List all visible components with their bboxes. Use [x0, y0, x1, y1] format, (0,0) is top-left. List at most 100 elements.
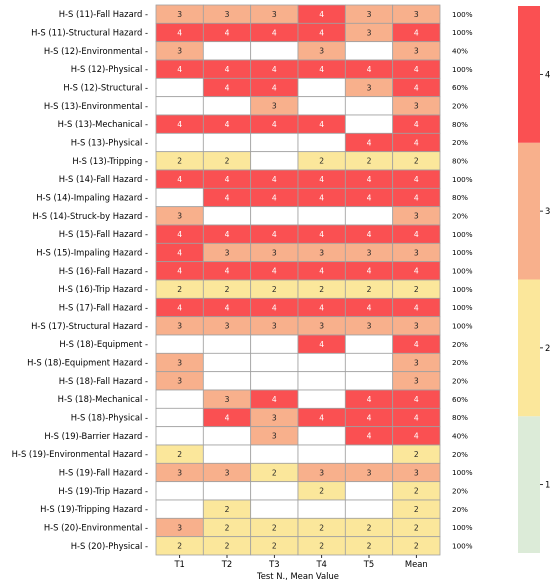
- cell-value: 4: [272, 193, 277, 202]
- row-percentage: 20%: [452, 376, 468, 385]
- heatmap-cell: [297, 352, 346, 373]
- heatmap-cell: [250, 481, 299, 501]
- row-percentage: 20%: [452, 340, 468, 349]
- row-label: H-S (14)-Fall Hazard -: [59, 174, 148, 184]
- heatmap-cell: [297, 499, 346, 519]
- row-percentage: 100%: [452, 248, 473, 257]
- row-label: H-S (13)-Mechanical -: [58, 119, 148, 129]
- colorbar-tick-label: 1: [545, 480, 550, 490]
- row-percentage: 20%: [452, 450, 468, 459]
- cell-value: 2: [225, 285, 230, 294]
- row-label: H-S (18)-Physical -: [71, 413, 148, 423]
- cell-value: 2: [225, 157, 230, 166]
- heatmap-cell: [155, 132, 204, 153]
- heatmap-cell: [250, 41, 299, 61]
- heatmap-cell: [297, 206, 346, 226]
- cell-value: 3: [414, 10, 419, 19]
- cell-value: 4: [319, 65, 324, 74]
- row-percentage: 40%: [452, 46, 468, 55]
- cell-value: 2: [367, 523, 372, 532]
- heatmap-cell: [202, 96, 252, 116]
- row-percentage: 20%: [452, 358, 468, 367]
- row-percentage: 60%: [452, 83, 468, 92]
- cell-value: 4: [414, 83, 419, 92]
- heatmap-cell: [297, 444, 346, 464]
- cell-value: 4: [319, 10, 324, 19]
- cell-value: 4: [272, 230, 277, 239]
- colorbar-segment: [518, 6, 540, 143]
- cell-value: 2: [225, 542, 230, 551]
- cell-value: 2: [225, 523, 230, 532]
- cell-value: 3: [225, 248, 230, 257]
- cell-value: 3: [414, 377, 419, 386]
- heatmap-cell: [297, 96, 346, 116]
- cell-value: 3: [367, 10, 372, 19]
- heatmap-cell: [155, 389, 204, 409]
- row-label: H-S (19)-Tripping Hazard -: [40, 504, 148, 514]
- cell-value: 3: [414, 358, 419, 367]
- row-label: H-S (17)-Structural Hazard -: [31, 321, 148, 331]
- cell-value: 4: [177, 230, 182, 239]
- colorbar-tick-label: 2: [545, 343, 550, 353]
- heatmap-cell: [250, 499, 299, 519]
- row-label: H-S (13)-Environmental -: [44, 101, 148, 111]
- row-percentage: 20%: [452, 505, 468, 514]
- row-percentage: 20%: [452, 138, 468, 147]
- cell-value: 2: [414, 450, 419, 459]
- heatmap-cell: [250, 151, 299, 171]
- heatmap-cell: [344, 96, 394, 116]
- cell-value: 2: [414, 487, 419, 496]
- cell-value: 3: [177, 322, 182, 331]
- cell-value: 2: [367, 542, 372, 551]
- row-label: H-S (19)-Environmental Hazard -: [12, 449, 148, 459]
- heatmap-cell: [344, 371, 394, 391]
- cell-value: 4: [272, 175, 277, 184]
- cell-value: 2: [319, 523, 324, 532]
- cell-value: 4: [367, 230, 372, 239]
- cell-value: 4: [272, 65, 277, 74]
- heatmap-cell: [202, 481, 252, 501]
- row-percentage: 100%: [452, 285, 473, 294]
- cell-value: 4: [225, 65, 230, 74]
- row-percentage: 60%: [452, 395, 468, 404]
- cell-value: 4: [177, 248, 182, 257]
- row-percentage: 20%: [452, 486, 468, 495]
- row-label: H-S (18)-Mechanical -: [58, 394, 148, 404]
- heatmap-cell: [344, 352, 394, 373]
- row-label: H-S (18)-Fall Hazard -: [59, 376, 148, 386]
- row-percentage: 100%: [452, 266, 473, 275]
- heatmap-cell: [344, 444, 394, 464]
- cell-value: 4: [319, 303, 324, 312]
- cell-value: 4: [367, 138, 372, 147]
- cell-value: 4: [225, 28, 230, 37]
- cell-value: 3: [414, 248, 419, 257]
- heatmap-cell: [155, 96, 204, 116]
- cell-value: 4: [225, 120, 230, 129]
- row-label: H-S (13)-Physical -: [71, 138, 148, 148]
- cell-value: 4: [225, 193, 230, 202]
- cell-value: 4: [367, 193, 372, 202]
- cell-value: 4: [414, 175, 419, 184]
- cell-value: 4: [319, 193, 324, 202]
- heatmap-cell: [202, 426, 252, 446]
- cell-value: 3: [177, 468, 182, 477]
- cell-value: 4: [177, 65, 182, 74]
- cell-value: 4: [367, 303, 372, 312]
- row-percentage: 100%: [452, 541, 473, 550]
- cell-value: 3: [177, 523, 182, 532]
- cell-value: 4: [319, 120, 324, 129]
- cell-value: 4: [319, 340, 324, 349]
- row-label: H-S (16)-Trip Hazard -: [58, 284, 148, 294]
- colorbar: 1 2 3 4: [518, 6, 550, 553]
- row-label: H-S (17)-Fall Hazard -: [59, 303, 148, 313]
- x-axis-title: Test N., Mean Value: [256, 571, 339, 581]
- heatmap-cell: [202, 444, 252, 464]
- cell-value: 4: [177, 267, 182, 276]
- cell-value: 2: [272, 468, 277, 477]
- row-label: H-S (20)-Physical -: [71, 541, 148, 551]
- cell-value: 4: [367, 175, 372, 184]
- cell-value: 4: [225, 175, 230, 184]
- cell-value: 2: [319, 285, 324, 294]
- cell-value: 3: [225, 468, 230, 477]
- cell-value: 3: [414, 47, 419, 56]
